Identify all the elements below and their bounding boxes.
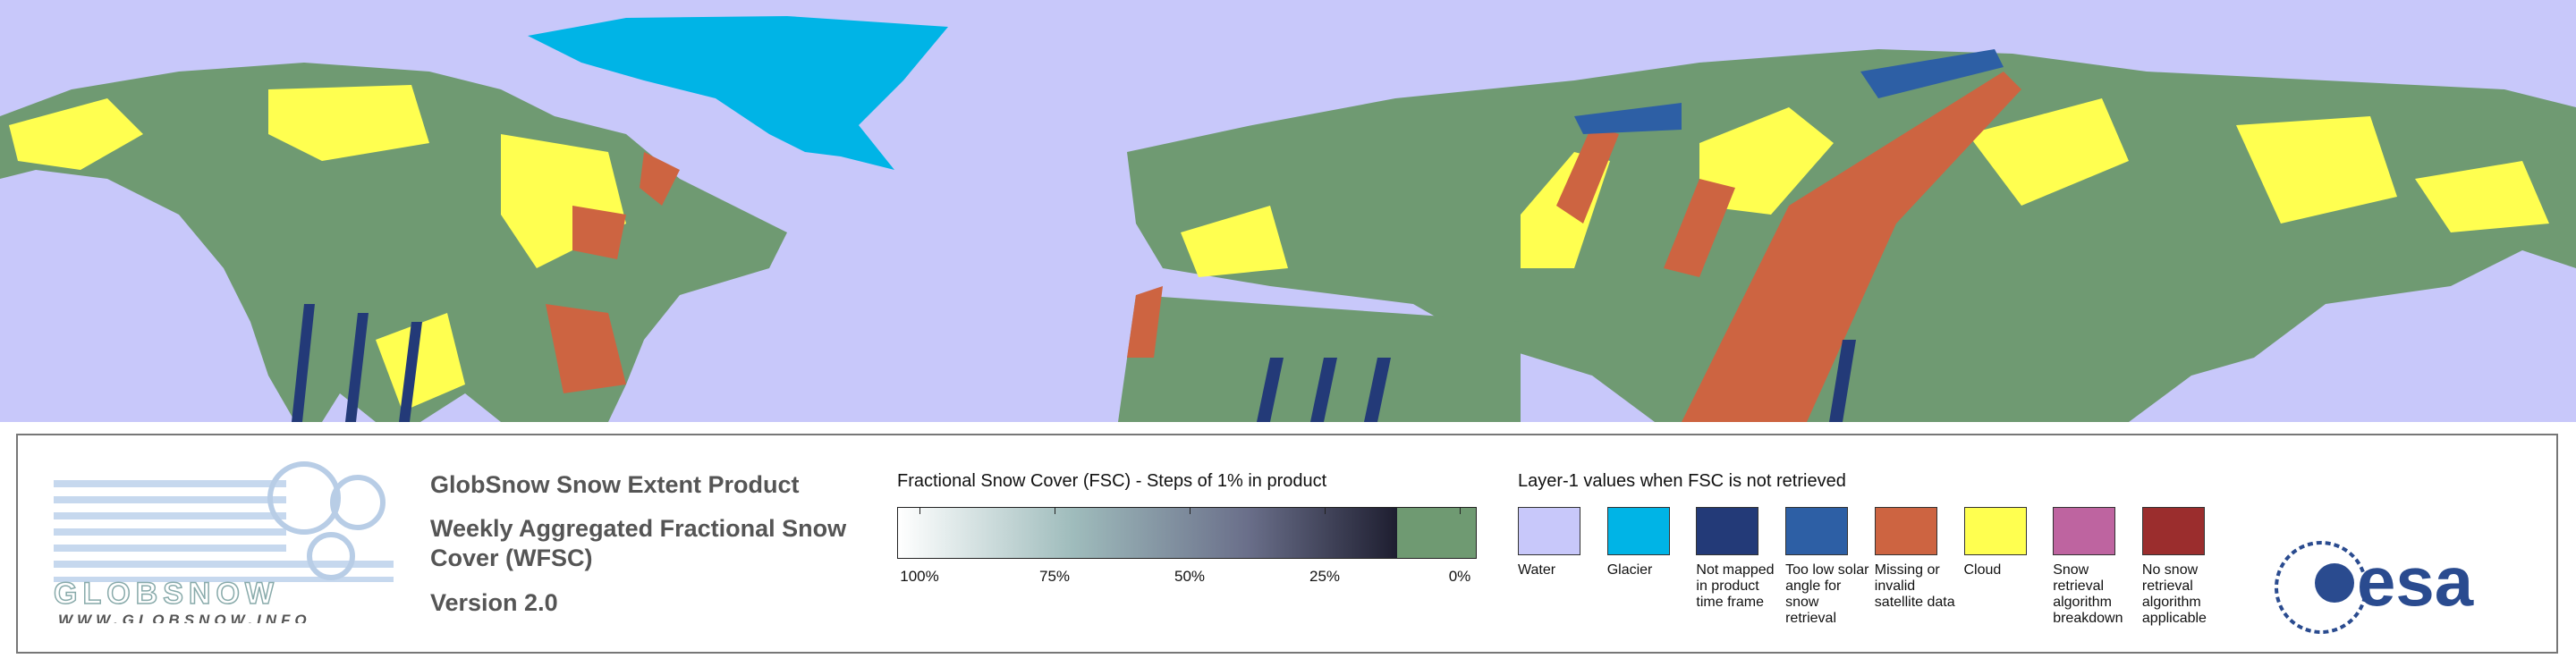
legend-label: Missing or invalid satellite data [1874,562,1955,610]
legend-label: Water [1518,562,1556,578]
legend-swatch [1606,507,1670,555]
legend-swatch [1963,507,2027,555]
colorbar-tick-label: 75% [1038,568,1071,585]
cloud-patch [1181,98,2549,277]
legend-swatch [1518,507,1580,555]
legend-label: Snow retrieval algorithm breakdown [2053,562,2123,626]
colorbar-tick-label: 100% [900,568,939,585]
legend-label: Cloud [1963,562,2002,578]
version: Version 2.0 [430,589,558,616]
missing-data-stripe [1127,72,2021,422]
legend-title: Layer-1 values when FSC is not retrieved [1518,471,1846,491]
cloud-patch [9,85,626,411]
legend-label: No snow retrieval algorithm applicable [2141,562,2207,626]
legend-label: Glacier [1606,562,1653,578]
legend-label: Too low solar angle for snow retrieval [1785,562,1869,626]
logo-name: GLOBSNOW [54,577,279,611]
legend-label: Not mapped in product time frame [1696,562,1775,610]
low-solar-angle [1574,49,2004,134]
colorbar-title: Fractional Snow Cover (FSC) - Steps of 1… [897,471,1327,491]
snow-map [0,0,2576,422]
snow-free-block [1397,508,1476,558]
colorbar-tick [1325,507,1326,514]
legend-panel: GLOBSNOW WWW.GLOBSNOW.INFO GlobSnow Snow… [16,434,2558,654]
colorbar-tick-label: 50% [1174,568,1206,585]
fsc-gradient [898,508,1397,558]
missing-data-stripe [546,152,680,393]
legend-swatch [1874,507,1937,555]
logo-url: WWW.GLOBSNOW.INFO [58,612,311,623]
legend-swatch [2053,507,2116,555]
subtitle-line: Weekly Aggregated Fractional Snow [430,515,847,542]
globsnow-logo: GLOBSNOW WWW.GLOBSNOW.INFO [53,461,394,623]
greenland [528,16,948,170]
colorbar-tick [1460,507,1461,514]
title: GlobSnow Snow Extent Product [430,471,800,498]
subtitle-line: Cover (WFSC) [430,545,593,571]
agency-name: esa [2357,542,2474,621]
legend-swatch [1785,507,1849,555]
legend-swatch [1696,507,1759,555]
legend-swatch [2141,507,2205,555]
colorbar-tick-label: 25% [1309,568,1341,585]
colorbar-tick [1190,507,1191,514]
africa [1118,295,1521,422]
colorbar [897,507,1477,559]
esa-logo: esa [2275,541,2474,634]
colorbar-tick [919,507,920,514]
colorbar-tick-label: 0% [1448,568,1471,585]
